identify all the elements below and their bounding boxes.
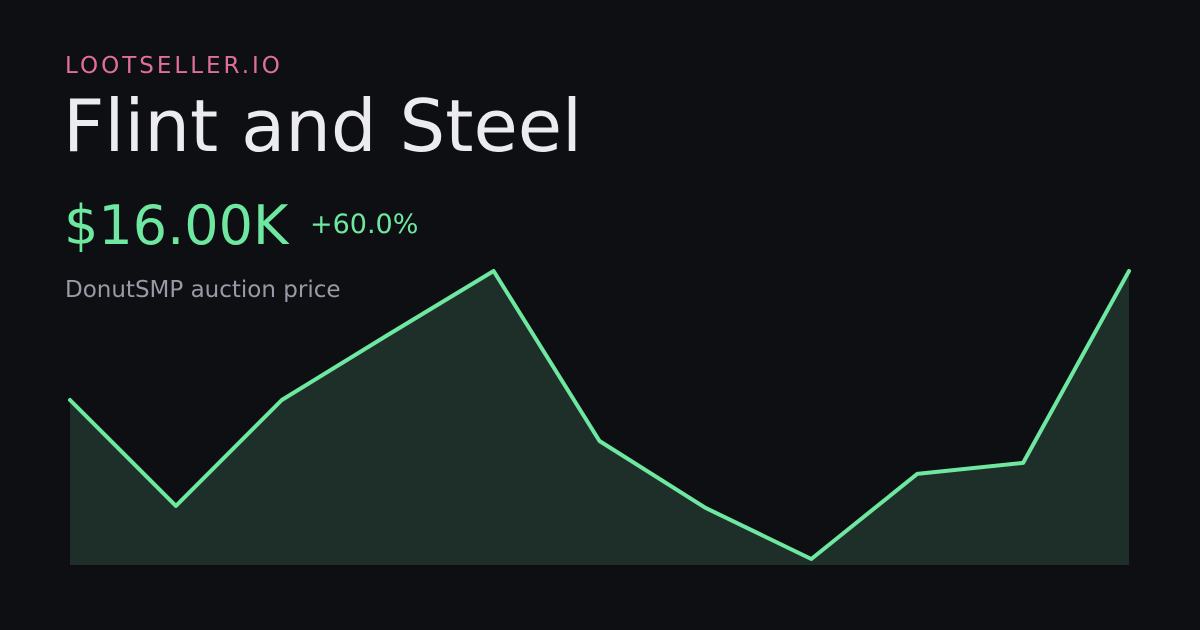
brand: LOOTSELLER.IO [65, 53, 283, 79]
area-fill [70, 271, 1129, 565]
sparkline [68, 269, 1131, 565]
subtitle: DonutSMP auction price [65, 277, 341, 303]
price: $16.00K [64, 194, 290, 257]
title: Flint and Steel [63, 84, 582, 168]
price-line [68, 269, 1131, 561]
change: +60.0% [310, 209, 418, 240]
